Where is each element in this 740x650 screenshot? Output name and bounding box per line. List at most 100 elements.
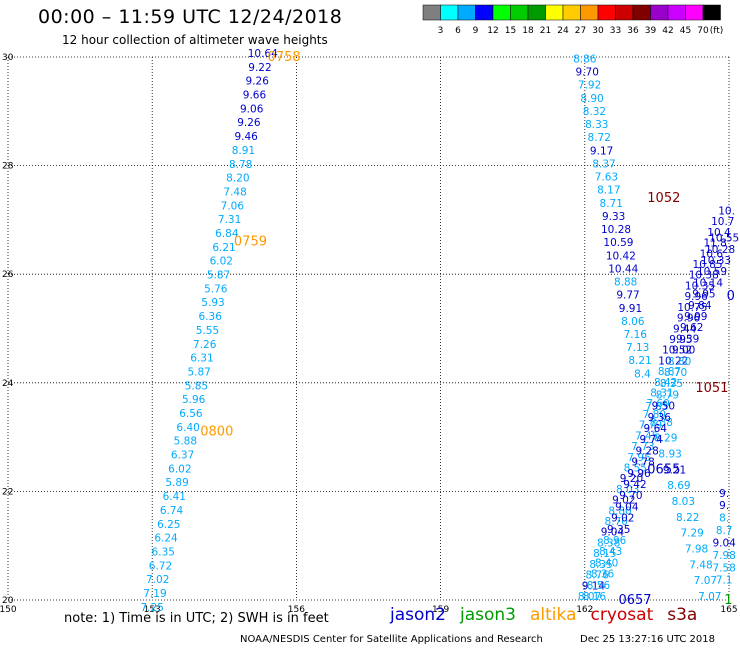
swh-value-label: 7.26 — [193, 339, 217, 351]
swh-value-label: 8.20 — [226, 173, 249, 185]
swh-value-label: 7.95 — [627, 452, 650, 464]
colorbar-tick-label: 27 — [575, 26, 586, 36]
swh-value-label: 9. — [719, 488, 729, 500]
swh-value-label: 8.96 — [603, 535, 627, 547]
swh-value-label: 10.42 — [606, 250, 636, 262]
colorbar-tick-label: 18 — [522, 26, 534, 36]
colorbar-tick-label: 12 — [487, 26, 498, 36]
swh-value-label: 10.55 — [709, 233, 739, 245]
swh-value-label: 9.04 — [615, 501, 639, 513]
chart-subtitle: 12 hour collection of altimeter wave hei… — [62, 33, 328, 47]
swh-value-label: 9.02 — [612, 495, 635, 507]
swh-value-label: 8.93 — [658, 448, 681, 460]
colorbar-tick-label: 30 — [592, 26, 604, 36]
swh-value-label: 8.86 — [573, 53, 597, 65]
swh-value-label: 10.35 — [685, 280, 715, 292]
swh-value-label: 9.26 — [237, 117, 261, 129]
swh-value-label: 8.15 — [593, 548, 616, 560]
x-tick-label: 162 — [576, 605, 593, 615]
swh-value-label: 9.96 — [677, 313, 701, 325]
swh-value-label: 7.80 — [643, 409, 666, 421]
swh-value-label: 5.76 — [204, 283, 228, 295]
swh-value-label: 7.79 — [639, 420, 662, 432]
swh-value-label: 6.36 — [199, 311, 223, 323]
swh-value-label: 8.07 — [578, 591, 601, 603]
swh-value-label: 10.64 — [248, 48, 278, 60]
swh-value-label: 8.70 — [605, 516, 628, 528]
swh-value-label: 9.04 — [712, 537, 736, 549]
pass-time-label: 0800 — [200, 425, 233, 440]
satellite-legend: jason2 jason3 altika cryosat s3a — [390, 605, 711, 625]
x-tick-label: 150 — [0, 605, 17, 615]
swh-value-label: 8.76 — [586, 570, 610, 582]
satellite-legend-item: jason2 — [390, 605, 446, 625]
swh-value-label: 8.37 — [592, 158, 615, 170]
swh-value-label: 9.22 — [248, 62, 271, 74]
swh-value-label: 9.62 — [680, 322, 703, 334]
swh-value-label: 8.71 — [600, 198, 623, 210]
swh-value-label: 6.40 — [176, 422, 199, 434]
swh-value-label: 6.72 — [149, 560, 172, 572]
swh-value-label: 7.07 — [694, 575, 717, 587]
swh-value-label: 8.70 — [664, 367, 687, 379]
swh-value-label: 6.25 — [157, 519, 180, 531]
swh-value-label: 9.64 — [644, 423, 668, 435]
swh-value-label: 8.06 — [621, 316, 645, 328]
swh-value-label: 8.33 — [585, 119, 608, 131]
swh-value-label: 9.21 — [663, 464, 686, 476]
swh-value-label: 9.96 — [627, 468, 651, 480]
swh-value-label: 7.98 — [712, 550, 735, 562]
swh-value-label: 5.87 — [207, 270, 230, 282]
y-tick-label: 24 — [2, 379, 14, 389]
swh-value-label: 7.98 — [685, 543, 708, 555]
swh-value-label: 9.35 — [607, 524, 630, 536]
swh-value-label: 10.44 — [608, 263, 638, 275]
swh-value-label: 8.91 — [232, 145, 255, 157]
swh-value-label: 6.37 — [171, 450, 194, 462]
swh-value-label: 6.74 — [160, 505, 184, 517]
swh-value-label: 8.29 — [654, 433, 677, 445]
swh-value-label: 10.28 — [601, 224, 631, 236]
swh-value-label: 7.06 — [221, 200, 245, 212]
swh-value-label: 10.85 — [693, 259, 723, 271]
swh-value-label: 10.59 — [603, 237, 633, 249]
x-tick-label: 153 — [144, 605, 161, 615]
swh-value-label: 8.80 — [668, 356, 691, 368]
swh-value-label: 7.16 — [624, 329, 648, 341]
pass-time-label: 0 — [727, 289, 735, 304]
swh-value-label: 9.99 — [684, 311, 707, 323]
colorbar-tick-label: 21 — [540, 26, 551, 36]
swh-value-label: 6.21 — [212, 242, 235, 254]
swh-value-label: 9.50 — [652, 401, 675, 413]
x-tick-label: 159 — [432, 605, 449, 615]
swh-value-label: 7.31 — [218, 214, 241, 226]
swh-value-label: 10.6 — [700, 248, 724, 260]
swh-value-label: 9.44 — [673, 323, 697, 335]
swh-value-label: 7.60 — [646, 398, 669, 410]
swh-value-label: 7.83 — [645, 401, 668, 413]
swh-value-label: 7.25 — [141, 602, 164, 614]
swh-value-label: 7.48 — [223, 186, 246, 198]
swh-value-label: 9.91 — [619, 303, 642, 315]
swh-value-label: 8.69 — [667, 480, 690, 492]
swh-value-label: 9.33 — [602, 211, 625, 223]
swh-value-label: 9.84 — [688, 300, 712, 312]
swh-value-label: 7.02 — [146, 574, 169, 586]
swh-value-label: 6.84 — [215, 228, 239, 240]
swh-value-label: 8.32 — [583, 106, 606, 118]
swh-value-label: 9.78 — [631, 457, 654, 469]
colorbar-tick-label: 42 — [662, 26, 673, 36]
x-tick-label: 165 — [720, 605, 737, 615]
swh-value-label: 9.95 — [669, 334, 692, 346]
swh-value-label: 9.42 — [623, 479, 646, 491]
y-tick-label: 30 — [2, 53, 14, 63]
swh-value-label: 9.28 — [635, 445, 658, 457]
swh-value-label: 9.70 — [619, 490, 642, 502]
swh-value-label: 8.55 — [624, 462, 647, 474]
swh-value-label: 8.35 — [589, 559, 612, 571]
swh-value-label: 8.43 — [599, 546, 622, 558]
swh-value-label: 7.92 — [578, 80, 601, 92]
swh-value-label: 5.87 — [187, 366, 210, 378]
colorbar-tick-label: 24 — [557, 26, 569, 36]
